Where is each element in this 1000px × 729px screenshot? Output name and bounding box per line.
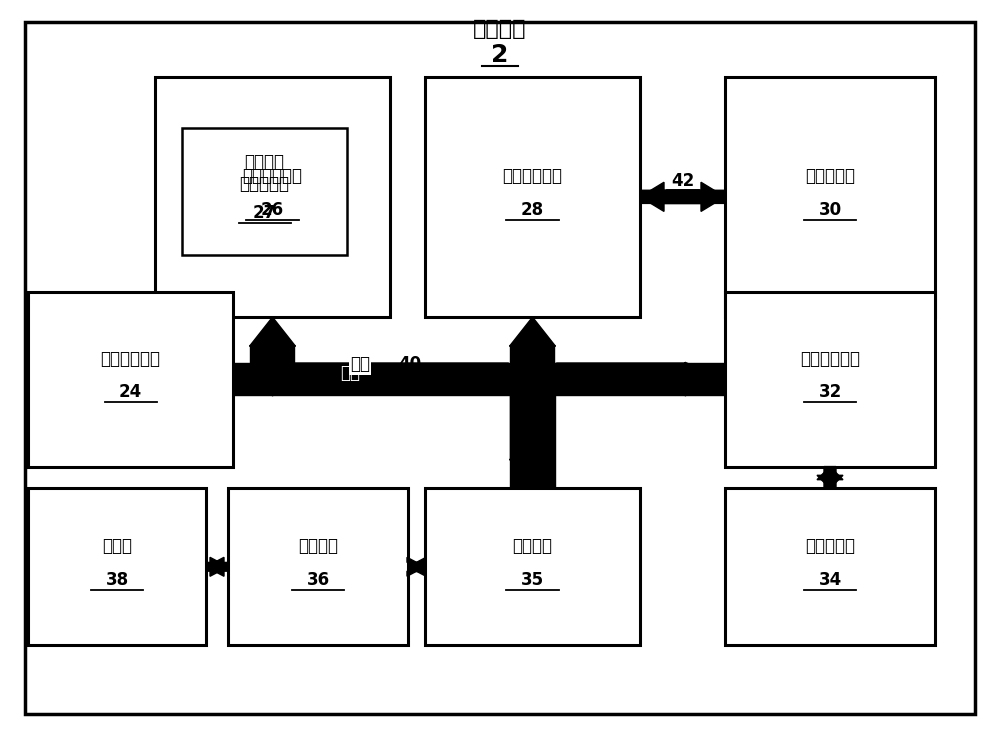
Bar xyxy=(213,563,221,572)
Text: 用户输入接口: 用户输入接口 xyxy=(100,350,160,367)
Text: 图形处理: 图形处理 xyxy=(244,153,285,171)
Polygon shape xyxy=(817,467,843,488)
Polygon shape xyxy=(509,317,556,363)
Bar xyxy=(725,77,935,317)
Bar xyxy=(233,363,725,395)
Bar xyxy=(425,488,640,645)
Text: 存储器控制器: 存储器控制器 xyxy=(503,168,562,185)
Polygon shape xyxy=(249,317,296,363)
Bar xyxy=(155,77,390,317)
Text: 27: 27 xyxy=(253,204,276,222)
Text: 40: 40 xyxy=(398,355,422,373)
Text: 图形存储器: 图形存储器 xyxy=(805,537,855,555)
Text: 28: 28 xyxy=(521,201,544,219)
Text: 显示器: 显示器 xyxy=(102,537,132,555)
Bar xyxy=(510,363,554,395)
Polygon shape xyxy=(817,467,843,488)
Text: 2: 2 xyxy=(491,43,509,66)
Polygon shape xyxy=(233,362,508,396)
Text: 系统存储器: 系统存储器 xyxy=(805,168,855,185)
Polygon shape xyxy=(206,558,228,576)
Text: 单元驱动器: 单元驱动器 xyxy=(240,175,290,193)
Text: 26: 26 xyxy=(261,201,284,219)
Text: 总线: 总线 xyxy=(340,364,360,382)
Bar xyxy=(425,77,640,317)
Bar xyxy=(28,488,206,645)
Bar xyxy=(182,128,347,255)
Text: 34: 34 xyxy=(818,571,842,589)
Text: 总线: 总线 xyxy=(350,355,370,373)
Bar xyxy=(228,488,408,645)
Bar xyxy=(28,292,233,467)
Bar xyxy=(725,292,935,467)
Text: 24: 24 xyxy=(119,383,142,401)
Text: 42: 42 xyxy=(671,172,694,190)
Text: 帧缓冲器: 帧缓冲器 xyxy=(512,537,552,555)
Text: 35: 35 xyxy=(521,571,544,589)
Polygon shape xyxy=(640,182,725,211)
Text: 32: 32 xyxy=(818,383,842,401)
Text: 显示接口: 显示接口 xyxy=(298,537,338,555)
Polygon shape xyxy=(556,362,725,396)
Polygon shape xyxy=(206,558,228,576)
Text: 中央处理单元: 中央处理单元 xyxy=(242,168,302,185)
Polygon shape xyxy=(640,182,725,211)
Polygon shape xyxy=(407,558,425,576)
Polygon shape xyxy=(509,395,556,488)
Text: 38: 38 xyxy=(105,571,129,589)
Text: 图形处理单元: 图形处理单元 xyxy=(800,350,860,367)
Bar xyxy=(661,190,704,203)
Polygon shape xyxy=(408,558,426,576)
Text: 36: 36 xyxy=(306,571,330,589)
Bar xyxy=(725,488,935,645)
Bar xyxy=(510,395,554,488)
Bar xyxy=(410,563,423,572)
Text: 30: 30 xyxy=(818,201,842,219)
Text: 计算装置: 计算装置 xyxy=(473,19,527,39)
